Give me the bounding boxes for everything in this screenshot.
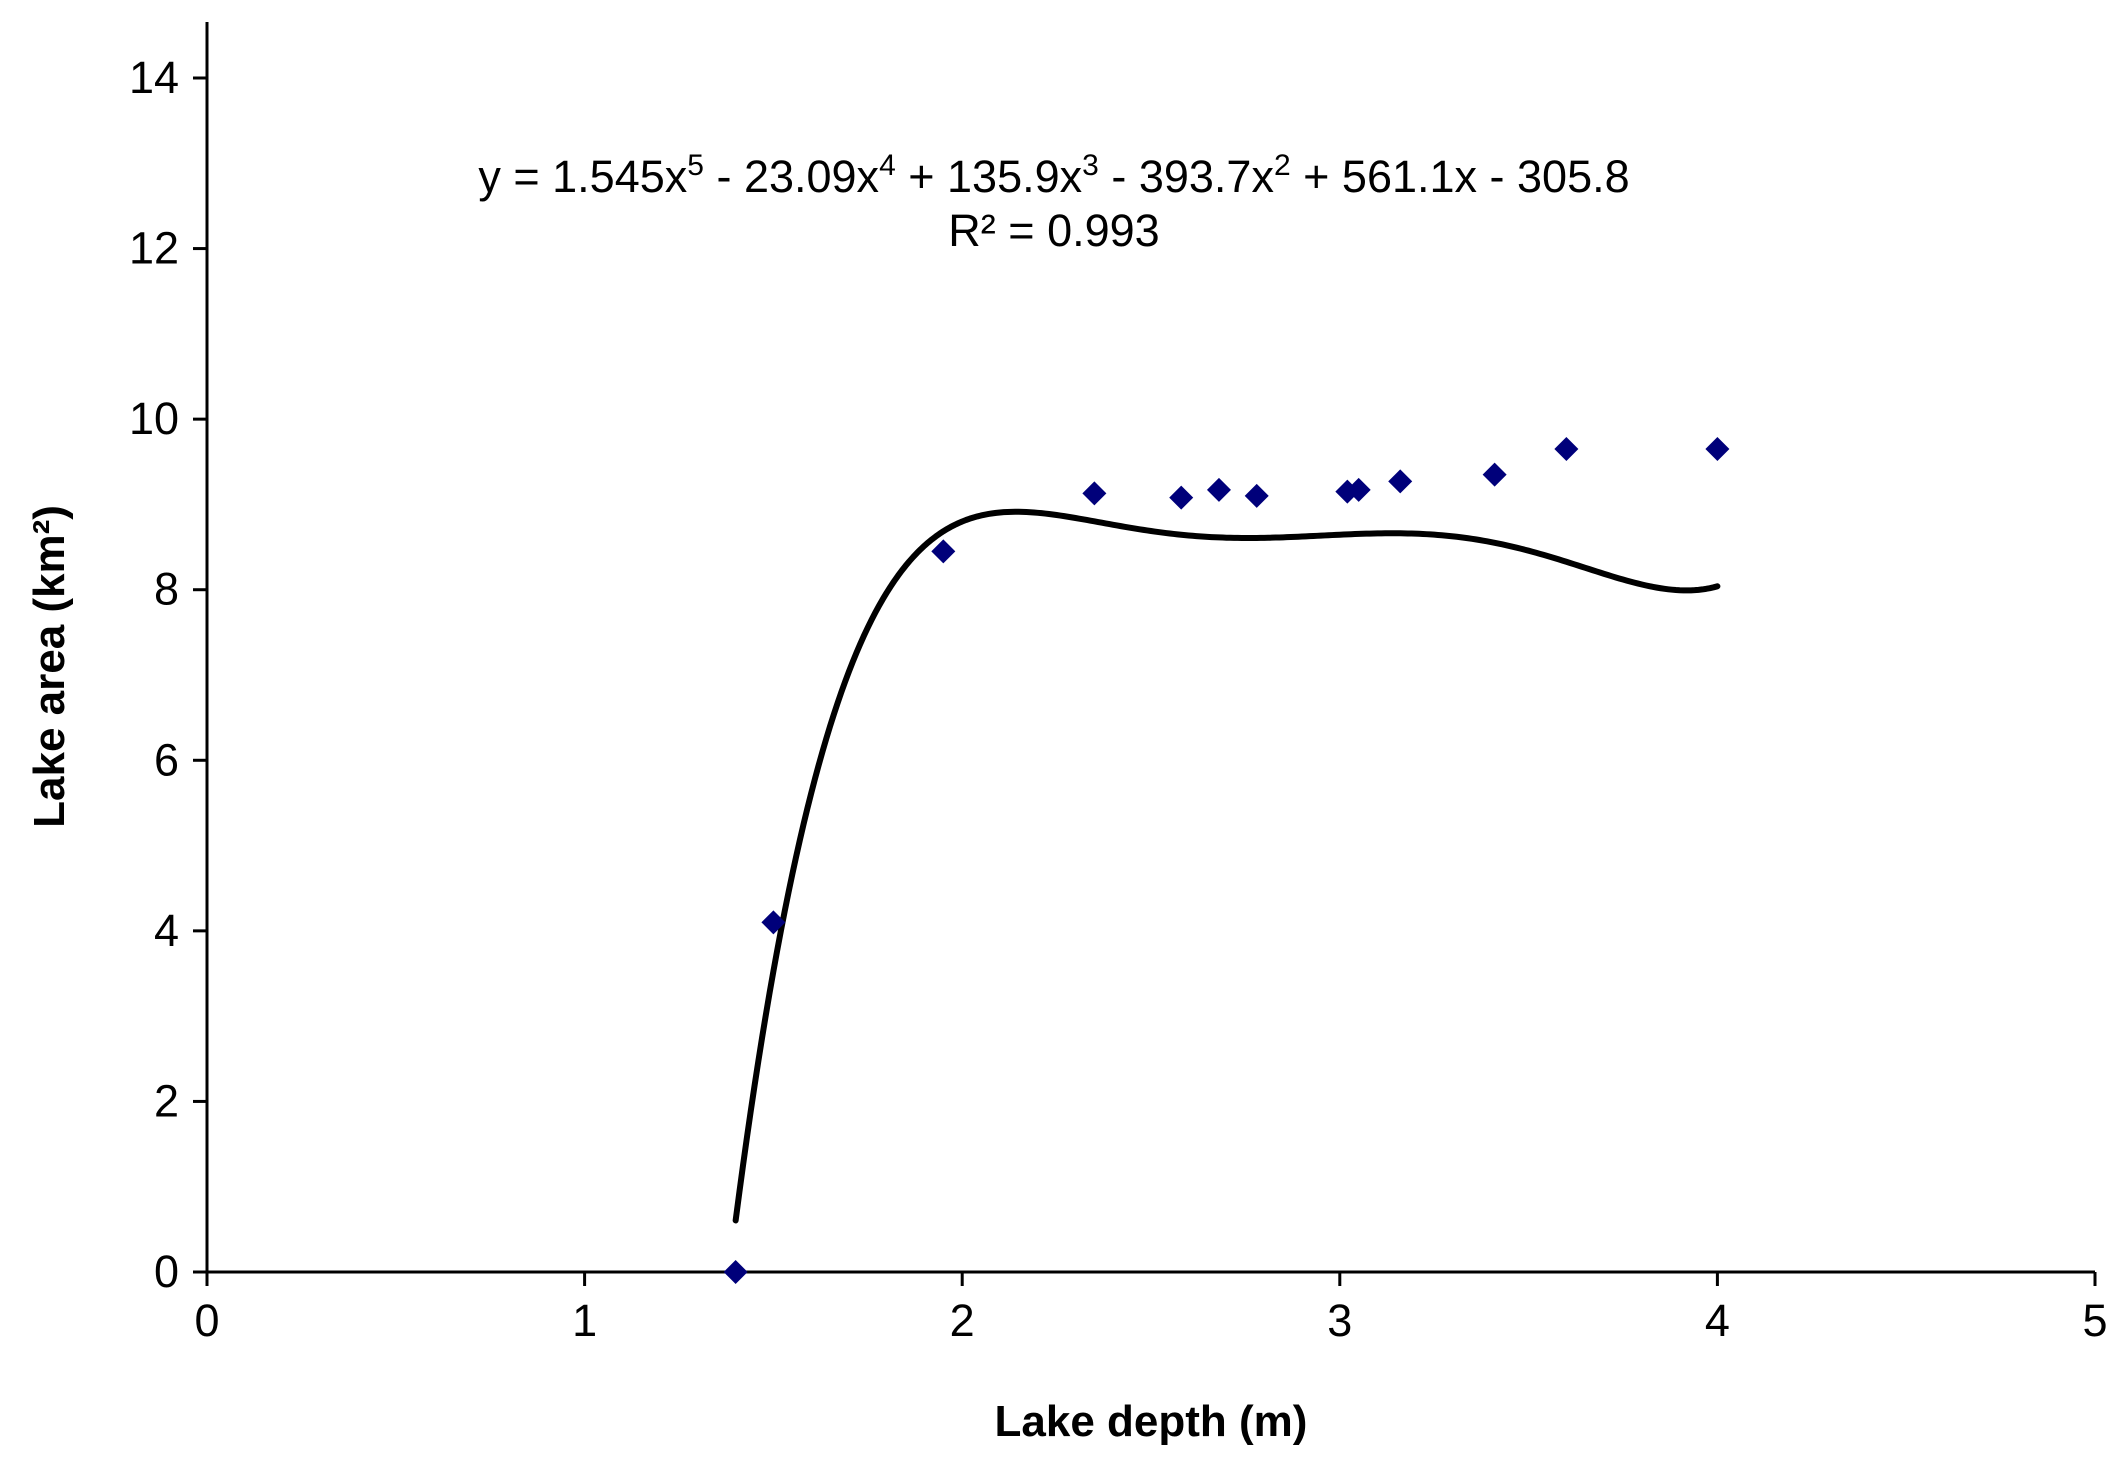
data-point	[931, 539, 956, 564]
data-point	[1482, 462, 1507, 487]
x-tick-label: 3	[1327, 1295, 1352, 1346]
data-point	[1388, 469, 1413, 494]
equation-exponent: 4	[879, 149, 896, 182]
equation-part: - 23.09x	[704, 151, 880, 202]
data-point	[1244, 483, 1269, 508]
x-axis-title: Lake depth (m)	[995, 1397, 1308, 1446]
y-tick-label: 12	[129, 223, 179, 274]
y-ticks: 0 2 4 6 8 10 12 14	[129, 52, 207, 1297]
data-point	[723, 1260, 748, 1284]
data-point	[1346, 477, 1371, 502]
equation-part: - 393.7x	[1099, 151, 1275, 202]
data-point	[1169, 485, 1194, 510]
x-tick-label: 5	[2082, 1295, 2107, 1346]
data-point	[1082, 481, 1107, 506]
data-point	[1206, 477, 1231, 502]
x-tick-label: 1	[572, 1295, 597, 1346]
equation-part: + 561.1x - 305.8	[1291, 151, 1630, 202]
y-tick-label: 14	[129, 52, 179, 103]
y-tick-label: 2	[154, 1075, 179, 1126]
trendline-equation: y = 1.545x5 - 23.09x4 + 135.9x3 - 393.7x…	[478, 149, 1629, 202]
y-tick-label: 8	[154, 564, 179, 615]
x-ticks: 0 1 2 3 4 5	[194, 1272, 2108, 1346]
data-point	[1705, 436, 1730, 461]
y-tick-label: 0	[154, 1246, 179, 1297]
y-tick-label: 10	[129, 393, 179, 444]
y-tick-label: 4	[154, 905, 179, 956]
equation-exponent: 5	[687, 149, 704, 182]
data-point	[1554, 436, 1579, 461]
x-tick-label: 2	[950, 1295, 975, 1346]
equation-exponent: 3	[1082, 149, 1099, 182]
r-squared-label: R² = 0.993	[948, 205, 1159, 256]
data-points	[723, 436, 1730, 1284]
x-tick-label: 0	[194, 1295, 219, 1346]
y-tick-label: 6	[154, 734, 179, 785]
equation-part: + 135.9x	[896, 151, 1083, 202]
data-point	[761, 910, 786, 935]
equation-exponent: 2	[1274, 149, 1291, 182]
trendline-curve	[732, 508, 1721, 1224]
y-axis-title: Lake area (km²)	[25, 505, 74, 828]
equation-part: y = 1.545x	[478, 151, 687, 202]
x-tick-label: 4	[1705, 1295, 1730, 1346]
